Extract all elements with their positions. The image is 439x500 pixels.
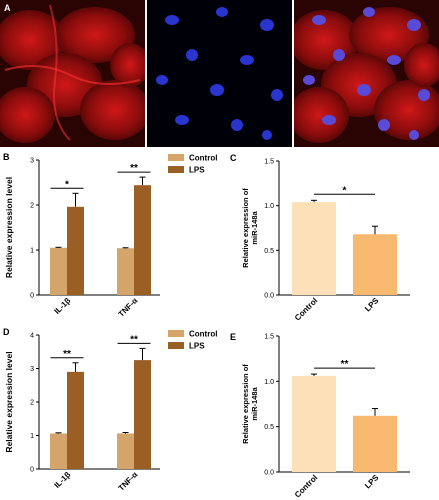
- x-tick-label: LPS: [363, 473, 381, 491]
- bar-lps: [67, 371, 84, 469]
- y-axis-label: miR-148a: [250, 211, 259, 245]
- y-tick-label: 0: [30, 467, 34, 474]
- bar-lps: [134, 185, 151, 295]
- legend-label-control: Control: [189, 330, 217, 339]
- chart-b: 0 1 2 3 Relative expression level * IL-1β ** TNF…: [4, 154, 217, 319]
- chart-d: 0 1 2 3 4 Relative expression level ** IL-1β ** T…: [4, 330, 217, 493]
- bar-lps: [353, 234, 397, 295]
- panel-label-d: D: [3, 327, 10, 337]
- significance-marker: **: [63, 349, 71, 360]
- y-tick-label: 3: [30, 158, 34, 165]
- y-axis-label: Relative expression level: [4, 177, 14, 278]
- y-tick-label: 2: [30, 400, 34, 407]
- significance-marker: **: [130, 163, 138, 174]
- significance-marker: *: [343, 185, 347, 196]
- y-tick-label: 0: [30, 293, 34, 300]
- bar-control: [50, 433, 67, 469]
- legend-swatch-lps: [168, 166, 184, 173]
- legend-swatch-lps: [168, 342, 184, 349]
- bar-lps: [67, 206, 84, 295]
- bar-control: [292, 202, 336, 295]
- micrograph-merged: [294, 0, 439, 147]
- legend-label-lps: LPS: [189, 166, 205, 175]
- significance-marker: *: [65, 179, 69, 190]
- y-tick-label: 1.5: [264, 159, 274, 166]
- panel-label-e: E: [230, 332, 237, 342]
- x-tick-label: LPS: [363, 296, 381, 314]
- panel-label-c: C: [230, 153, 237, 163]
- x-tick-label: IL-1β: [53, 296, 73, 316]
- y-tick-label: 0.5: [264, 248, 274, 255]
- bar-control: [50, 247, 67, 295]
- bar-control: [292, 375, 336, 472]
- bar-lps: [134, 360, 151, 469]
- y-axis-label: Relative expression level: [4, 351, 14, 452]
- bar-control: [117, 248, 134, 295]
- y-tick-label: 1.5: [264, 334, 274, 341]
- y-tick-label: 0.0: [264, 470, 274, 477]
- x-tick-label: TNF-α: [117, 296, 140, 319]
- bar-control: [117, 433, 134, 469]
- bar-lps: [353, 415, 397, 472]
- significance-marker: **: [341, 359, 349, 370]
- legend-swatch-control: [168, 154, 184, 161]
- legend-label-control: Control: [189, 154, 217, 163]
- legend-label-lps: LPS: [189, 342, 205, 351]
- legend-swatch-control: [168, 330, 184, 337]
- x-tick-label: TNF-α: [117, 470, 140, 493]
- x-tick-label: Control: [293, 296, 319, 320]
- y-tick-label: 0.0: [264, 293, 274, 300]
- micrograph-red-channel: [0, 0, 145, 147]
- y-axis-label: Relative expression of: [241, 364, 250, 444]
- y-tick-label: 0.5: [264, 424, 274, 431]
- y-tick-label: 2: [30, 203, 34, 210]
- y-tick-label: 1.0: [264, 203, 274, 210]
- micrograph-blue-channel: [147, 0, 292, 147]
- y-tick-label: 1: [30, 248, 34, 255]
- y-tick-label: 3: [30, 366, 34, 373]
- significance-marker: **: [130, 334, 138, 345]
- y-tick-label: 1: [30, 433, 34, 440]
- y-axis-label: Relative expression of: [241, 188, 250, 268]
- y-tick-label: 1.0: [264, 379, 274, 386]
- chart-e: 0.0 0.5 1.0 1.5 Relative expression of miR-14…: [241, 334, 410, 500]
- panel-label-b: B: [3, 152, 10, 162]
- y-tick-label: 4: [30, 333, 34, 340]
- x-tick-label: Control: [293, 473, 319, 499]
- y-axis-label: miR-148a: [250, 387, 259, 421]
- panel-label-a: A: [4, 3, 11, 13]
- x-tick-label: IL-1β: [53, 470, 73, 490]
- chart-c: 0.0 0.5 1.0 1.5 Relative expression of miR-14…: [241, 159, 410, 320]
